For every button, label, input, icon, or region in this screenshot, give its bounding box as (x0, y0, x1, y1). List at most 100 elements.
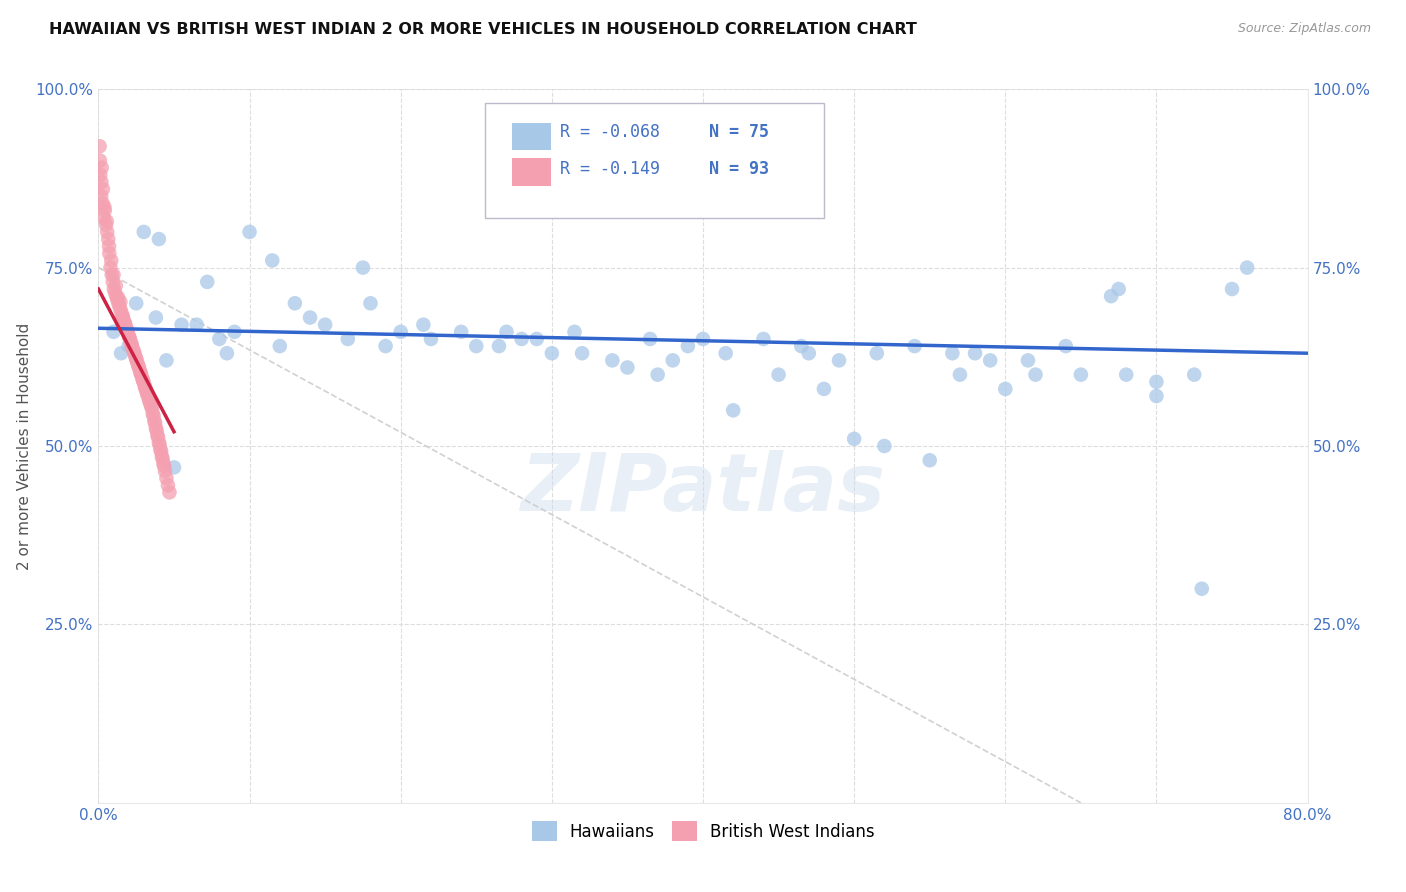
Point (114, 318, 136, 332)
Text: ZIPatlas: ZIPatlas (520, 450, 886, 528)
Point (714, 346, 737, 360)
Point (374, 339, 396, 353)
Point (148, 435, 170, 450)
Point (145, 310, 167, 325)
Point (616, 360, 638, 375)
Point (132, 225, 155, 239)
Point (139, 396, 162, 410)
Point (127, 359, 149, 373)
Point (90, 161, 112, 175)
Point (117, 325, 139, 339)
Point (129, 368, 152, 382)
Text: N = 93: N = 93 (709, 161, 769, 178)
Point (284, 296, 307, 310)
Point (149, 442, 172, 457)
Point (118, 332, 141, 346)
Point (127, 357, 149, 371)
Point (602, 353, 624, 368)
Point (224, 325, 246, 339)
Point (138, 392, 160, 407)
Point (208, 332, 231, 346)
Point (98, 246, 121, 260)
Point (122, 343, 145, 357)
Point (495, 325, 517, 339)
Point (918, 453, 941, 467)
Point (115, 323, 138, 337)
Text: HAWAIIAN VS BRITISH WEST INDIAN 2 OR MORE VEHICLES IN HOUSEHOLD CORRELATION CHAR: HAWAIIAN VS BRITISH WEST INDIAN 2 OR MOR… (49, 22, 917, 37)
Point (1115, 368, 1137, 382)
Point (91, 196, 114, 211)
Point (1099, 289, 1122, 303)
Point (96, 225, 118, 239)
Point (142, 409, 165, 423)
Point (215, 346, 238, 360)
Point (904, 339, 927, 353)
Point (420, 332, 443, 346)
Point (564, 325, 586, 339)
Point (103, 325, 125, 339)
Point (104, 278, 127, 293)
Text: N = 75: N = 75 (709, 123, 769, 141)
Point (262, 253, 284, 268)
Point (90, 189, 112, 203)
Point (156, 478, 179, 492)
Point (813, 382, 835, 396)
Point (129, 366, 152, 380)
Point (134, 378, 156, 392)
Point (107, 291, 129, 305)
Point (314, 318, 336, 332)
Point (114, 316, 136, 330)
Point (146, 430, 169, 444)
Point (1070, 368, 1092, 382)
Point (752, 332, 775, 346)
Point (131, 371, 153, 385)
Point (195, 275, 218, 289)
Point (96, 214, 118, 228)
Point (104, 285, 127, 300)
Point (129, 364, 152, 378)
Point (336, 332, 359, 346)
Point (125, 351, 148, 366)
Point (150, 444, 173, 458)
Text: R = -0.068: R = -0.068 (561, 123, 661, 141)
Point (121, 337, 143, 351)
Y-axis label: 2 or more Vehicles in Household: 2 or more Vehicles in Household (17, 322, 32, 570)
Point (941, 346, 963, 360)
Point (866, 346, 889, 360)
Point (465, 339, 488, 353)
Legend: Hawaiians, British West Indians: Hawaiians, British West Indians (524, 814, 882, 848)
Point (148, 232, 170, 246)
Point (94, 218, 117, 232)
Point (797, 346, 820, 360)
Point (110, 303, 132, 318)
Point (101, 275, 124, 289)
Point (1108, 282, 1130, 296)
Point (488, 339, 510, 353)
Point (135, 385, 157, 400)
Point (142, 407, 165, 421)
FancyBboxPatch shape (485, 103, 824, 218)
Point (526, 332, 548, 346)
Point (155, 471, 177, 485)
Point (1017, 353, 1039, 368)
Point (136, 387, 159, 401)
Point (790, 339, 813, 353)
Point (90, 175, 112, 189)
Point (676, 339, 699, 353)
Point (118, 330, 141, 344)
Point (91, 182, 114, 196)
Point (1024, 368, 1046, 382)
Point (965, 346, 987, 360)
Point (118, 328, 141, 343)
Point (105, 289, 128, 303)
Point (1054, 339, 1077, 353)
Point (994, 382, 1017, 396)
Point (103, 268, 125, 282)
Point (89, 139, 111, 153)
Point (412, 318, 434, 332)
Point (93, 200, 115, 214)
Point (132, 375, 155, 389)
Bar (512, 159, 551, 186)
Bar (512, 123, 551, 150)
Point (124, 346, 146, 360)
